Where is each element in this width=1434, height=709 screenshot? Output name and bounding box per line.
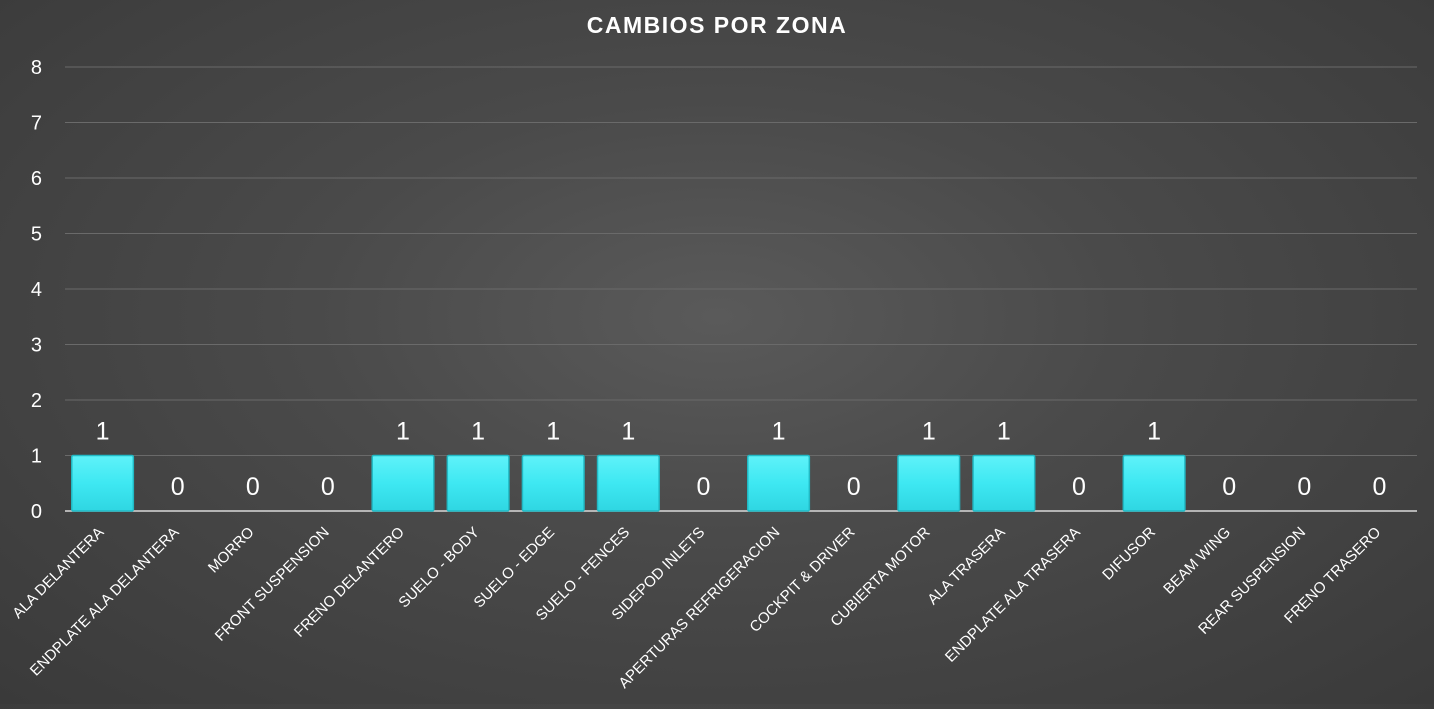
- bar: [972, 454, 1036, 512]
- x-tick-label: SUELO - BODY: [395, 524, 482, 611]
- x-tick-label: BEAM WING: [1160, 524, 1234, 598]
- data-label: 1: [997, 418, 1011, 446]
- data-label: 1: [471, 418, 485, 446]
- x-tick-label: ENDPLATE ALA DELANTERA: [27, 524, 183, 680]
- y-tick-label: 6: [31, 168, 42, 190]
- data-label: 0: [1372, 473, 1386, 501]
- x-tick-label: DIFUSOR: [1099, 524, 1159, 584]
- chart-title: CAMBIOS POR ZONA: [587, 12, 847, 38]
- y-tick-label: 0: [31, 501, 42, 523]
- data-label: 1: [1147, 418, 1161, 446]
- data-label: 0: [1297, 473, 1311, 501]
- y-axis-ticks: 0 1 2 3 4 5 6 7 8: [31, 57, 42, 523]
- data-label: 0: [246, 473, 260, 501]
- bar: [371, 454, 435, 512]
- y-tick-label: 8: [31, 57, 42, 79]
- x-tick-label: APERTURAS REFRIGERACION: [615, 524, 783, 692]
- data-label: 1: [96, 418, 110, 446]
- bar: [596, 454, 660, 512]
- bar: [897, 454, 961, 512]
- data-label: 0: [1222, 473, 1236, 501]
- bar: [747, 454, 811, 512]
- data-label: 1: [546, 418, 560, 446]
- data-label: 1: [772, 418, 786, 446]
- y-tick-label: 4: [31, 279, 42, 301]
- x-tick-label: ENDPLATE ALA TRASERA: [942, 524, 1084, 666]
- bar: [446, 454, 510, 512]
- x-tick-label: ALA TRASERA: [924, 524, 1008, 608]
- data-label: 0: [847, 473, 861, 501]
- data-labels: 1 0 0 0 1 1 1 1 0 1 0 1 1 0 1 0 0 0: [96, 418, 1387, 502]
- data-label: 1: [396, 418, 410, 446]
- gridlines: [65, 66, 1417, 512]
- data-label: 0: [171, 473, 185, 501]
- y-tick-label: 5: [31, 224, 42, 246]
- y-tick-label: 2: [31, 390, 42, 412]
- x-tick-label: SUELO - EDGE: [471, 524, 558, 611]
- data-label: 1: [621, 418, 635, 446]
- bars: [71, 454, 1186, 512]
- bar: [1122, 454, 1186, 512]
- data-label: 0: [321, 473, 335, 501]
- data-label: 0: [1072, 473, 1086, 501]
- bar: [521, 454, 585, 512]
- bar: [71, 454, 135, 512]
- data-label: 1: [922, 418, 936, 446]
- x-tick-label: MORRO: [205, 524, 258, 577]
- y-tick-label: 3: [31, 335, 42, 357]
- y-tick-label: 1: [31, 446, 42, 468]
- data-label: 0: [696, 473, 710, 501]
- y-tick-label: 7: [31, 113, 42, 135]
